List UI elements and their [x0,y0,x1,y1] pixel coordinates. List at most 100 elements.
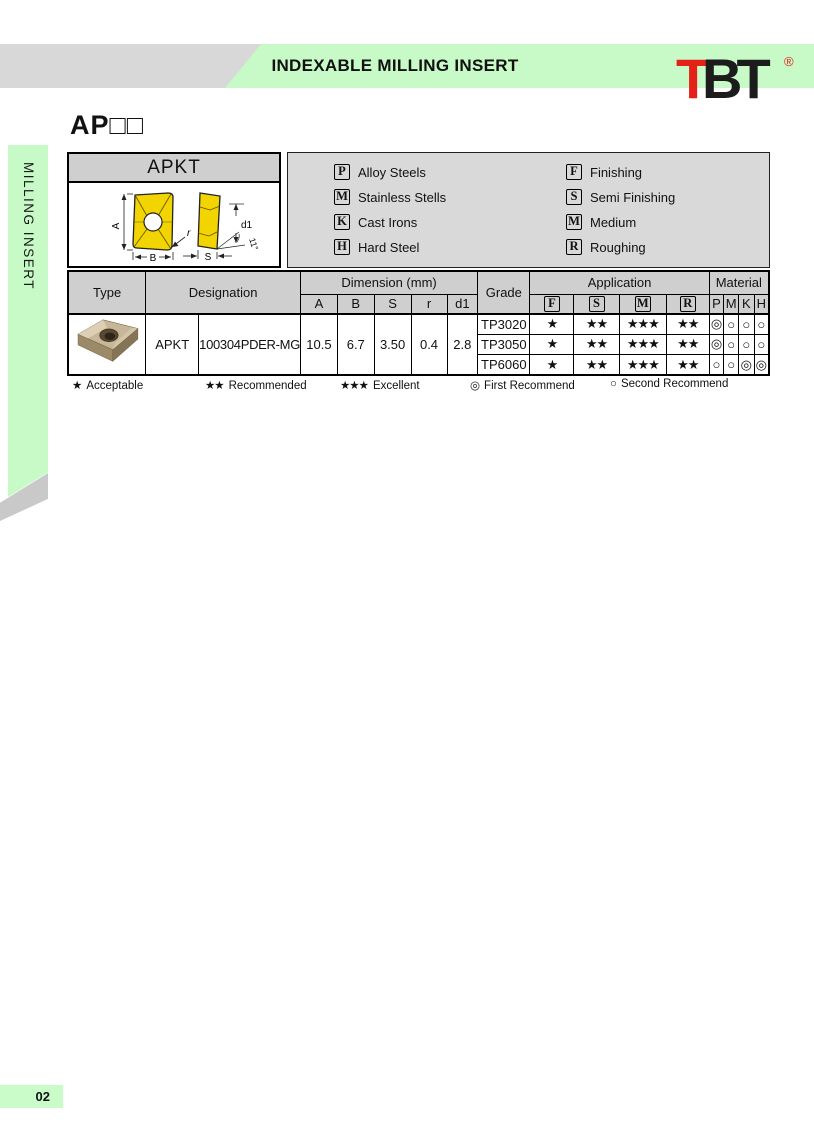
series-title: AP□□ [70,110,145,140]
application-code-icon: M [566,214,582,230]
app-col-s: S [573,293,620,315]
app-rating: ★★★ [618,333,668,356]
legend-label: Alloy Steels [358,164,426,180]
legend-material-item: H Hard Steel [334,239,419,255]
footnote-label: Excellent [372,380,420,392]
insert-type-name: APKT [69,154,279,183]
material-rating: ○ [723,313,739,335]
legend-label: Stainless Stells [358,189,447,205]
insert-photo-icon [77,319,139,362]
insert-photo [67,313,147,376]
dim-b-value: 6.7 [336,313,375,376]
page-number-bar: 02 [0,1085,63,1108]
dim-d1-value: 2.8 [446,313,479,376]
app-rating: ★★ [573,354,620,376]
app-rating: ★★★ [618,313,668,335]
app-rating: ★★★ [618,354,668,376]
application-code-icon: M [634,296,651,312]
registered-mark-icon: ® [784,54,794,69]
material-rating: ○ [723,354,739,376]
dim-label-d1: d1 [241,220,253,231]
app-col-r: R [666,293,710,315]
col-header-application: Application [529,270,710,295]
application-code-icon: R [566,239,582,255]
application-code-icon: S [588,296,605,312]
footnote-item: ★ Acceptable [72,378,143,392]
table-row: TP6060 ★ ★★ ★★★ ★★ ○ ○ ◎ ◎ [68,354,770,376]
star-icon: ★★★ [340,380,369,392]
footnote-label: Second Recommend [620,378,729,390]
col-header-dimension: Dimension (mm) [300,270,479,295]
legend-label: Finishing [590,164,643,180]
dim-col-r: r [410,293,448,315]
material-rating: ◎ [708,313,725,335]
legend-label: Cast Irons [358,214,418,230]
legend-application-item: R Roughing [566,239,646,255]
dim-label-r: r [187,228,191,239]
app-rating: ★ [529,333,575,356]
dim-col-b: B [336,293,375,315]
dim-s-value: 3.50 [373,313,412,376]
legend-material-item: M Stainless Stells [334,189,446,205]
page-header-title: INDEXABLE MILLING INSERT [271,56,519,75]
material-rating: ◎ [708,333,725,356]
application-code-icon: F [543,296,560,312]
star-icon: ★ [72,380,82,392]
material-rating: ◎ [738,354,755,376]
application-code-icon: S [566,189,582,205]
dim-label-s: S [205,252,212,263]
sidebar-section-label: MILLING INSERT [21,162,36,291]
footnote-label: First Recommend [484,380,575,392]
star-icon: ★★ [205,380,225,392]
legend-label: Hard Steel [358,239,420,255]
mat-col-h: H [753,293,770,315]
material-code-icon: P [334,164,350,180]
application-code-icon: F [566,164,582,180]
tbt-logo: T BT ® [676,48,794,110]
app-rating: ★★ [666,354,710,376]
material-code-icon: K [334,214,350,230]
insert-drawing-icon: A B r [111,192,260,264]
dim-label-b: B [150,253,157,264]
mat-col-p: P [708,293,725,315]
material-rating: ○ [738,313,755,335]
material-rating: ○ [753,333,770,356]
dim-col-d1: d1 [446,293,479,315]
first-recommend-icon: ◎ [470,380,480,392]
material-rating: ○ [738,333,755,356]
col-header-material: Material [708,270,770,295]
dim-label-a: A [111,222,122,229]
footnote-item: ◎ First Recommend [470,378,575,392]
type-value: APKT [145,313,200,376]
legend-application-item: M Medium [566,214,636,230]
footnote-label: Acceptable [86,380,144,392]
app-col-f: F [529,293,575,315]
col-header-type: Type [67,270,147,315]
header-banner [225,44,814,88]
material-code-icon: H [334,239,350,255]
col-header-grade: Grade [477,270,531,315]
table-row: APKT 100304PDER-MG 10.5 6.7 3.50 0.4 2.8… [67,313,770,376]
app-rating: ★★ [666,313,710,335]
material-rating: ○ [753,313,770,335]
insert-type-box: APKT A [67,152,281,268]
grade-value: TP3050 [477,333,531,356]
legend-label: Semi Finishing [590,189,676,205]
footnote-item: ★★★ Excellent [340,378,420,392]
dim-a-value: 10.5 [300,313,338,376]
footnote-label: Recommended [228,380,307,392]
angle-label: 11° [247,237,260,252]
legend-label: Roughing [590,239,646,255]
app-rating: ★★ [573,313,620,335]
material-rating: ○ [723,333,739,356]
grade-value: TP3020 [477,313,531,335]
table-row: TP3050 ★ ★★ ★★★ ★★ ◎ ○ ○ ○ [68,333,770,356]
dim-col-s: S [373,293,412,315]
app-rating: ★ [529,354,575,376]
footnote-item: ★★ Recommended [205,378,307,392]
rating-legend: ★ Acceptable ★★ Recommended ★★★ Excellent ◎… [67,378,770,394]
legend-application-item: F Finishing [566,164,642,180]
material-code-icon: M [334,189,350,205]
logo-letters-black: BT [702,48,770,110]
